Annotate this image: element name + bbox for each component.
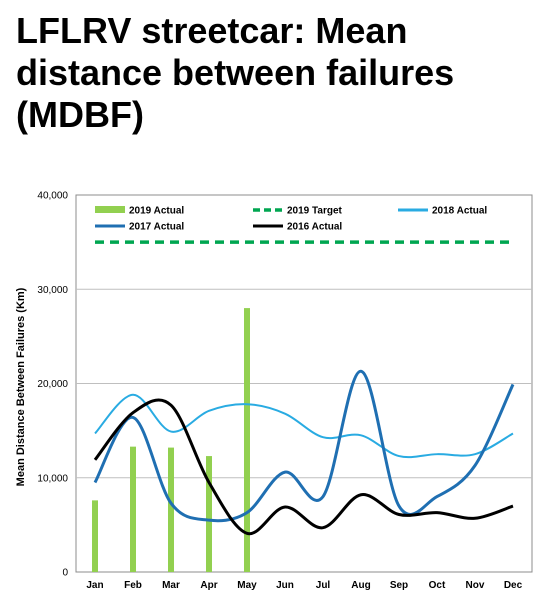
chart-title: LFLRV streetcar: Mean distance between f… xyxy=(16,10,455,135)
legend-label-2018-actual: 2018 Actual xyxy=(432,206,487,217)
bar-2019-actual xyxy=(168,447,174,572)
x-tick-label: Sep xyxy=(390,580,408,591)
x-tick-label: Mar xyxy=(162,580,180,591)
legend-label-2019-actual: 2019 Actual xyxy=(129,206,184,217)
axes: 0 10,000 20,000 30,000 40,000 Jan Feb Mar Apr May… xyxy=(37,191,522,592)
y-tick-label: 30,000 xyxy=(37,285,68,296)
x-tick-label: Jun xyxy=(276,580,294,591)
bar-2019-actual xyxy=(206,456,212,572)
x-tick-label: Jan xyxy=(86,580,103,591)
x-tick-label: Apr xyxy=(200,580,217,591)
y-tick-label: 20,000 xyxy=(37,379,68,390)
legend: 2019 Actual 2019 Target 2018 Actual 2017 Ac… xyxy=(95,206,487,233)
legend-swatch-2019-actual xyxy=(95,206,125,213)
bar-2019-actual xyxy=(130,446,136,572)
line-2016-actual xyxy=(93,398,514,535)
bar-2019-actual xyxy=(92,500,98,572)
x-tick-label: Nov xyxy=(466,580,485,591)
legend-label-2019-target: 2019 Target xyxy=(287,206,343,217)
line-series xyxy=(93,240,515,535)
x-tick-label: May xyxy=(237,580,257,591)
line-2017-actual xyxy=(93,369,515,523)
x-tick-label: Dec xyxy=(504,580,523,591)
legend-label-2017-actual: 2017 Actual xyxy=(129,222,184,233)
y-tick-label: 0 xyxy=(62,568,68,579)
x-tick-label: Feb xyxy=(124,580,142,591)
chart: 0 10,000 20,000 30,000 40,000 Jan Feb Mar Apr May… xyxy=(15,191,533,592)
y-axis-label: Mean Distance Between Failures (Km) xyxy=(15,287,27,486)
bar-series xyxy=(92,308,250,572)
x-tick-label: Jul xyxy=(316,580,331,591)
x-tick-label: Oct xyxy=(429,580,446,591)
y-tick-label: 10,000 xyxy=(37,473,68,484)
grid-lines xyxy=(75,194,533,573)
x-tick-label: Aug xyxy=(351,580,370,591)
line-2018-actual xyxy=(94,393,514,459)
y-tick-label: 40,000 xyxy=(37,191,68,202)
bar-2019-actual xyxy=(244,308,250,572)
legend-label-2016-actual: 2016 Actual xyxy=(287,222,342,233)
